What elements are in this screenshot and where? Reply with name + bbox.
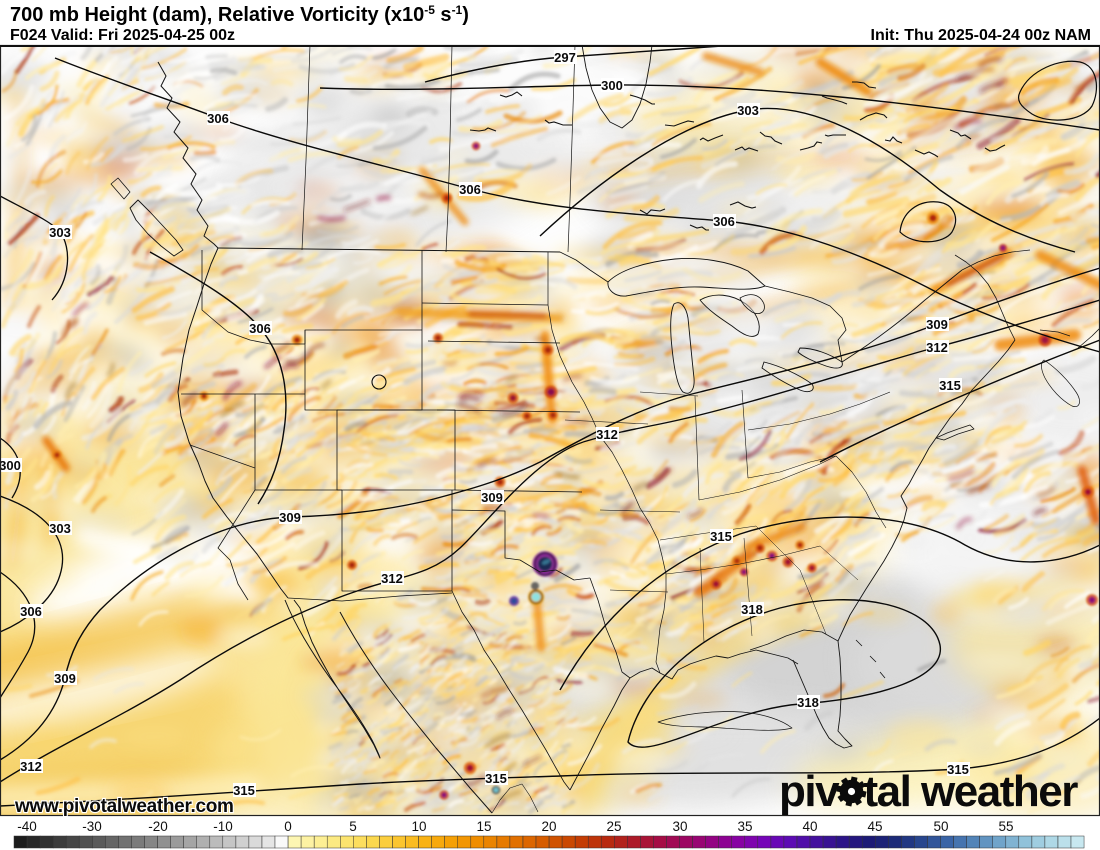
- svg-text:Init: Thu 2025-04-24 00z NAM: Init: Thu 2025-04-24 00z NAM: [871, 27, 1092, 44]
- svg-text:-20: -20: [148, 819, 168, 834]
- svg-text:40: 40: [802, 819, 817, 834]
- svg-text:309: 309: [926, 317, 948, 332]
- svg-text:312: 312: [596, 427, 618, 442]
- svg-text:306: 306: [207, 111, 229, 126]
- svg-text:5: 5: [349, 819, 357, 834]
- svg-text:318: 318: [797, 695, 819, 710]
- svg-text:0: 0: [284, 819, 292, 834]
- svg-text:15: 15: [476, 819, 491, 834]
- svg-text:-40: -40: [17, 819, 37, 834]
- svg-text:-30: -30: [82, 819, 102, 834]
- svg-text:312: 312: [20, 759, 42, 774]
- svg-text:20: 20: [541, 819, 556, 834]
- svg-text:pivotal weather: pivotal weather: [779, 767, 1078, 816]
- svg-text:318: 318: [741, 602, 763, 617]
- svg-text:10: 10: [411, 819, 426, 834]
- svg-text:306: 306: [20, 604, 42, 619]
- svg-text:306: 306: [459, 182, 481, 197]
- svg-text:315: 315: [947, 762, 969, 777]
- svg-text:45: 45: [867, 819, 882, 834]
- svg-text:312: 312: [926, 340, 948, 355]
- svg-text:300: 300: [0, 458, 21, 473]
- svg-text:700 mb Height (dam), Relative: 700 mb Height (dam), Relative Vorticity …: [10, 3, 469, 26]
- svg-text:312: 312: [381, 571, 403, 586]
- svg-text:306: 306: [249, 321, 271, 336]
- svg-text:F024 Valid: Fri 2025-04-25 00z: F024 Valid: Fri 2025-04-25 00z: [10, 27, 235, 44]
- svg-text:-10: -10: [213, 819, 233, 834]
- svg-text:309: 309: [481, 490, 503, 505]
- svg-text:50: 50: [933, 819, 948, 834]
- svg-text:303: 303: [49, 225, 71, 240]
- svg-text:35: 35: [737, 819, 752, 834]
- svg-text:30: 30: [672, 819, 687, 834]
- svg-text:303: 303: [737, 103, 759, 118]
- svg-text:315: 315: [939, 378, 961, 393]
- svg-text:315: 315: [233, 783, 255, 798]
- svg-text:297: 297: [554, 50, 576, 65]
- svg-text:300: 300: [601, 78, 623, 93]
- svg-text:25: 25: [606, 819, 621, 834]
- svg-text:www.pivotalweather.com: www.pivotalweather.com: [14, 796, 234, 817]
- svg-text:315: 315: [710, 529, 732, 544]
- svg-text:309: 309: [279, 510, 301, 525]
- svg-text:315: 315: [485, 771, 507, 786]
- svg-text:306: 306: [713, 214, 735, 229]
- svg-text:309: 309: [54, 671, 76, 686]
- svg-text:55: 55: [998, 819, 1013, 834]
- svg-text:303: 303: [49, 521, 71, 536]
